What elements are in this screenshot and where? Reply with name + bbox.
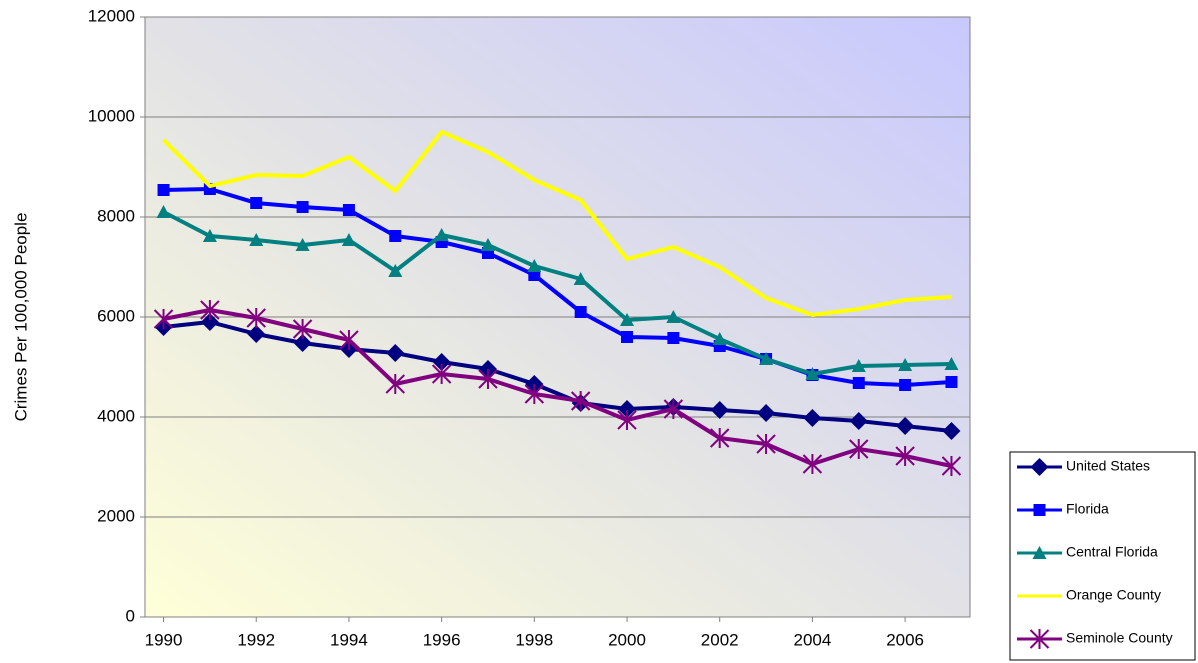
y-tick-label: 12000	[88, 6, 135, 25]
marker	[899, 379, 912, 391]
y-tick-label: 6000	[97, 306, 135, 325]
marker	[250, 197, 263, 209]
marker	[805, 367, 820, 380]
marker	[667, 332, 680, 344]
legend-label: Central Florida	[1066, 544, 1158, 560]
x-tick-label: 1994	[330, 630, 368, 649]
marker	[802, 454, 823, 474]
x-tick-label: 1990	[145, 630, 183, 649]
marker	[157, 184, 170, 196]
marker	[851, 359, 866, 372]
legend-entry: Florida	[1017, 501, 1109, 517]
marker	[757, 404, 776, 422]
marker	[1030, 458, 1049, 476]
legend-label: Orange County	[1066, 587, 1161, 603]
marker	[480, 238, 495, 251]
marker	[759, 352, 774, 365]
marker	[1033, 504, 1046, 516]
marker	[666, 310, 681, 323]
x-tick-label: 2002	[701, 630, 739, 649]
x-tick-label: 2004	[794, 630, 832, 649]
legend-label: Seminole County	[1066, 630, 1173, 646]
x-tick-label: 1992	[237, 630, 275, 649]
marker	[756, 434, 776, 454]
marker	[342, 204, 355, 216]
marker	[478, 369, 498, 389]
marker	[712, 332, 727, 345]
marker	[156, 205, 171, 218]
marker	[341, 233, 356, 246]
marker	[200, 313, 219, 331]
marker	[895, 446, 915, 466]
marker	[941, 456, 962, 476]
legend-entry: Seminole County	[1017, 629, 1173, 649]
legend-label: Florida	[1066, 501, 1109, 517]
legend-entry: United States	[1017, 458, 1150, 476]
marker	[570, 391, 591, 411]
y-axis-label: Crimes Per 100,000 People	[11, 213, 30, 422]
marker	[945, 376, 958, 388]
y-tick-label: 4000	[97, 406, 135, 425]
marker	[339, 330, 359, 350]
x-tick-label: 2000	[608, 630, 646, 649]
marker	[153, 309, 174, 329]
marker	[944, 357, 959, 370]
marker	[663, 399, 684, 419]
marker	[293, 334, 312, 352]
marker	[896, 417, 915, 435]
marker	[434, 228, 449, 241]
marker	[292, 319, 313, 339]
marker	[527, 259, 542, 272]
y-tick-label: 8000	[97, 206, 135, 225]
marker	[710, 401, 729, 419]
marker	[386, 344, 405, 362]
marker	[942, 422, 961, 440]
marker	[247, 325, 266, 343]
marker	[710, 428, 730, 448]
series-line	[163, 308, 952, 468]
marker	[202, 229, 217, 242]
marker	[620, 313, 635, 326]
marker	[200, 300, 220, 320]
marker	[1032, 546, 1047, 559]
x-tick-label: 1998	[515, 630, 553, 649]
marker	[618, 400, 637, 418]
legend-entry: Orange County	[1017, 587, 1161, 603]
y-tick-label: 10000	[88, 106, 135, 125]
marker	[524, 384, 545, 404]
series-line	[162, 130, 952, 317]
legend-label: United States	[1066, 458, 1150, 474]
marker	[388, 264, 403, 277]
x-tick-label: 1996	[423, 630, 461, 649]
marker	[852, 377, 865, 389]
legend-entry: Central Florida	[1017, 544, 1158, 560]
y-tick-label: 0	[126, 606, 135, 625]
marker	[898, 358, 913, 371]
marker	[849, 439, 869, 459]
marker	[803, 409, 822, 427]
marker	[849, 412, 868, 430]
marker	[1029, 629, 1050, 649]
marker	[389, 230, 402, 242]
y-tick-label: 2000	[97, 506, 135, 525]
marker	[431, 364, 452, 384]
x-tick-label: 2006	[886, 630, 924, 649]
series-line	[163, 187, 952, 387]
marker	[385, 374, 405, 394]
marker	[249, 233, 264, 246]
marker	[617, 410, 637, 430]
marker	[574, 306, 587, 318]
marker	[295, 238, 310, 251]
marker	[246, 308, 266, 328]
marker	[621, 331, 634, 343]
marker	[296, 201, 309, 213]
marker	[432, 353, 451, 371]
marker	[573, 272, 588, 285]
series-line	[162, 210, 952, 376]
